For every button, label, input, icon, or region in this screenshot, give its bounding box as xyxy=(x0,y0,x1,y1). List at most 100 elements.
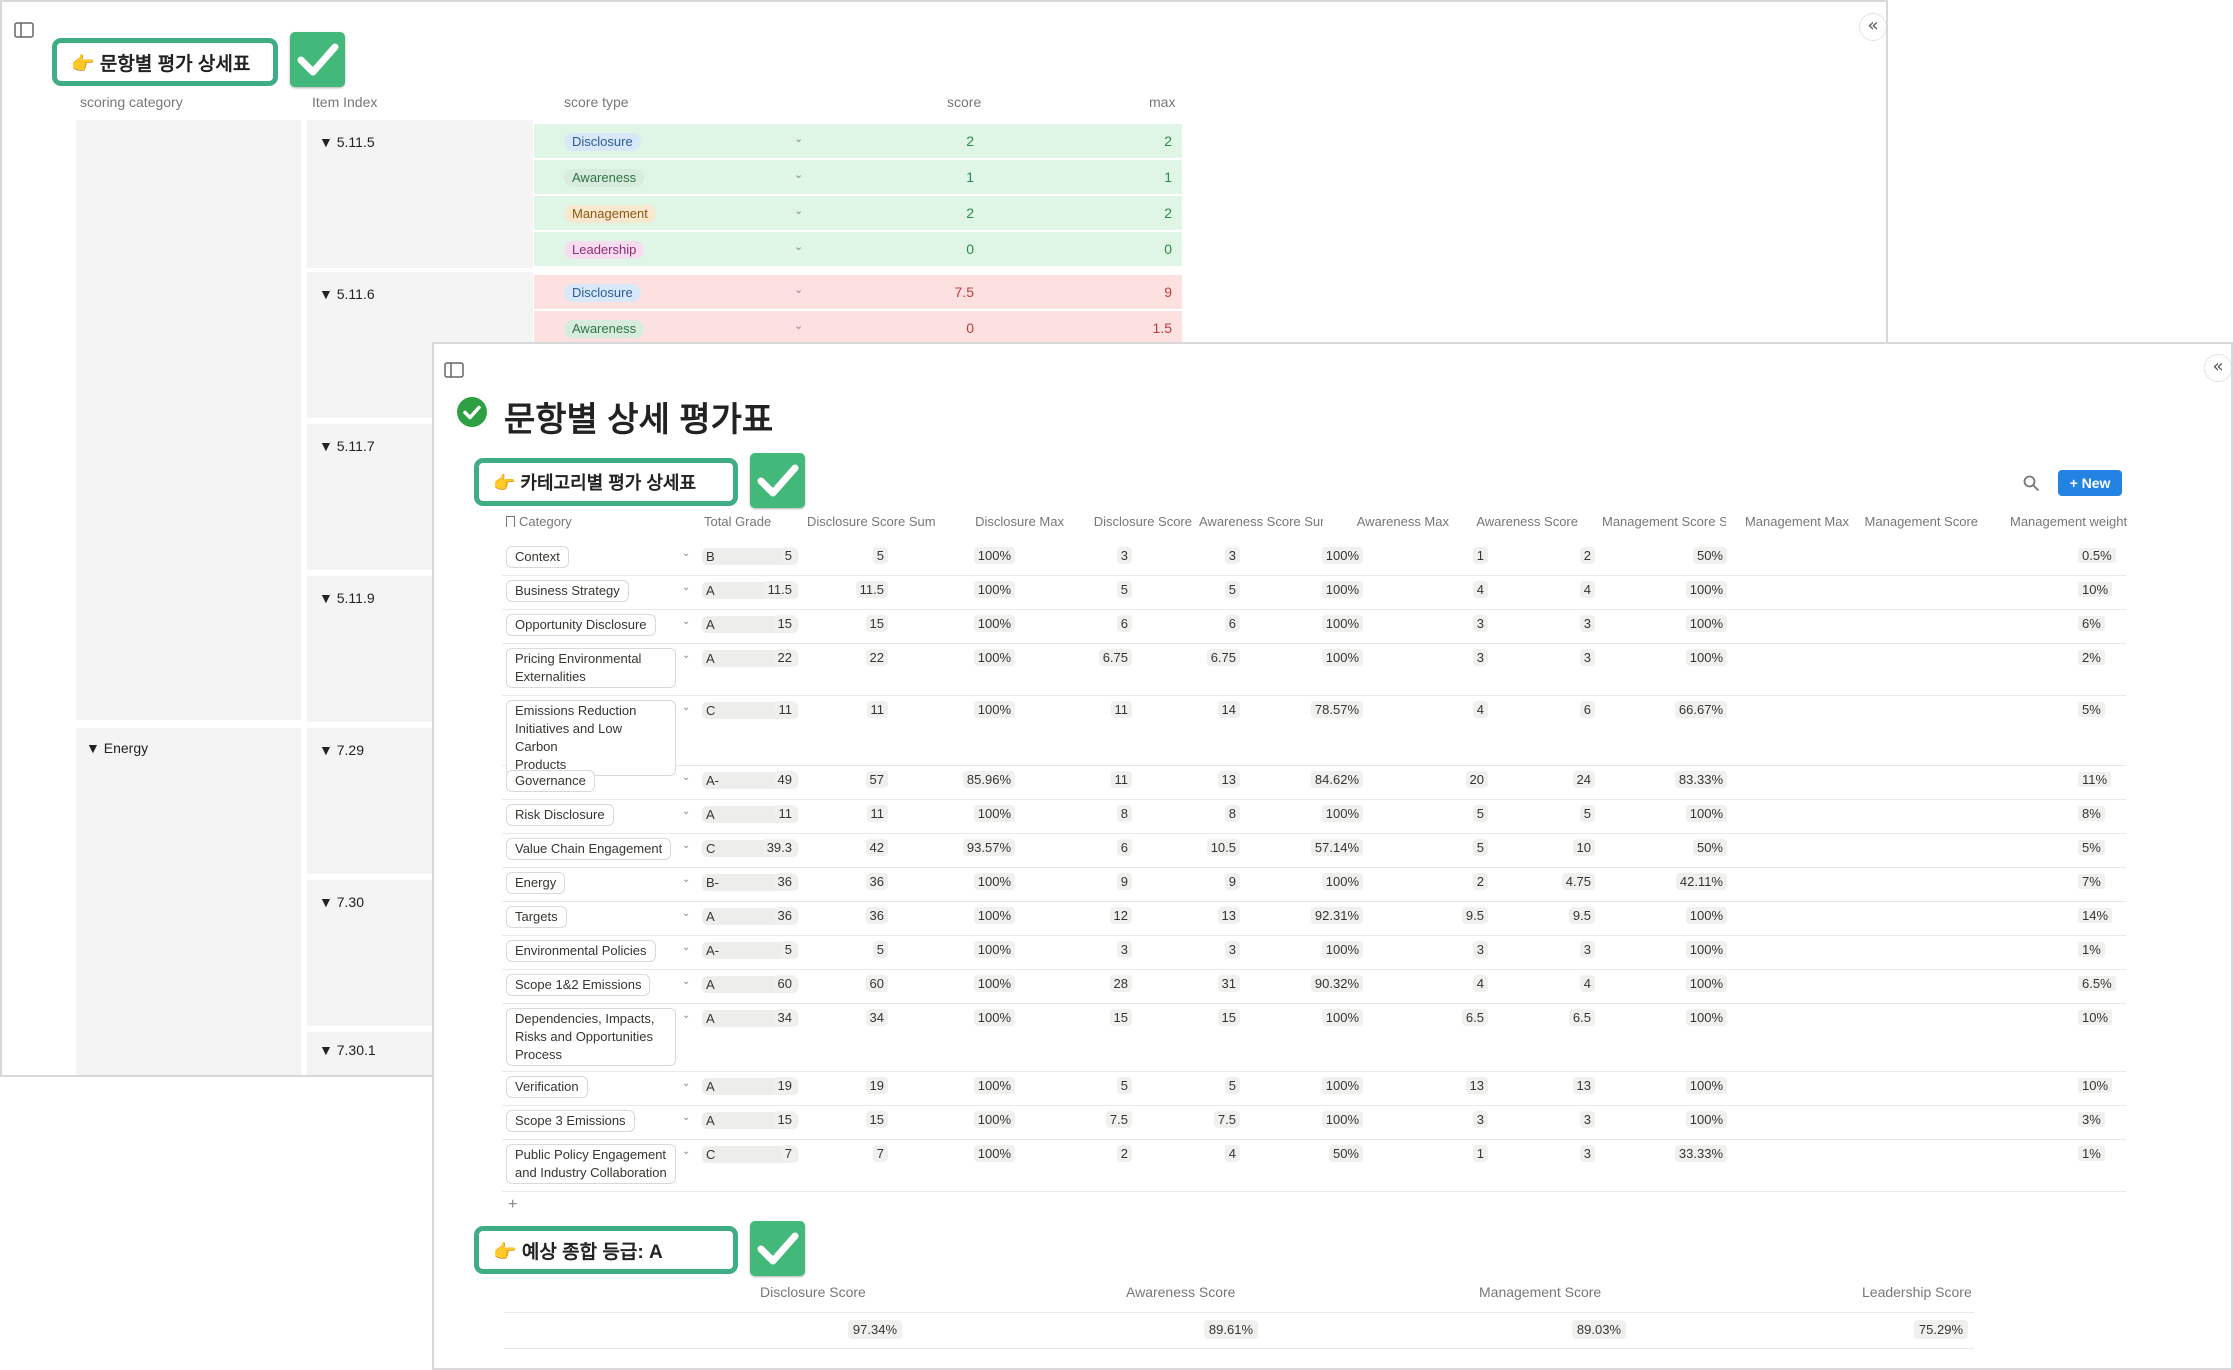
chevron-down-icon[interactable]: ⌄ xyxy=(794,284,804,296)
category-tag[interactable]: Environmental Policies xyxy=(506,940,656,962)
collapse-icon[interactable]: « xyxy=(2204,354,2231,382)
summary-value-text: 75.29% xyxy=(1913,1320,1968,1339)
header-total-grade[interactable]: Total Grade xyxy=(704,514,772,529)
chevron-down-icon[interactable]: ⌄ xyxy=(682,772,691,783)
category-tag[interactable]: Emissions Reduction Initiatives and Low C… xyxy=(506,700,676,776)
header-awareness-score-sum[interactable]: Awareness Score Sum xyxy=(1199,514,1323,529)
category-tag-line: Externalities xyxy=(515,669,586,684)
add-row-button[interactable]: + xyxy=(508,1196,518,1213)
header-scoring-category: scoring category xyxy=(80,94,183,110)
checkmark-icon xyxy=(750,453,805,508)
chevron-down-icon[interactable]: ⌄ xyxy=(682,650,691,661)
score-type-tag[interactable]: Awareness xyxy=(564,320,645,338)
header-disclosure-max[interactable]: Disclosure Max xyxy=(975,514,1064,529)
cell-value: 57.14% xyxy=(1310,839,1363,856)
disclosure-score-sum-cell: 49 xyxy=(686,771,796,788)
category-tag[interactable]: Public Policy Engagement and Industry Col… xyxy=(506,1144,676,1184)
awareness-score-cell: 100% xyxy=(1253,1111,1363,1128)
management-score-cell: 83.33% xyxy=(1617,771,1727,788)
awareness-score-cell: 100% xyxy=(1253,547,1363,564)
chevron-down-icon[interactable]: ⌄ xyxy=(794,133,804,145)
header-management-score[interactable]: Management Score xyxy=(1864,514,1978,529)
disclosure-max-cell: 11 xyxy=(778,701,888,718)
header-management-weight[interactable]: Management weight xyxy=(2010,514,2128,529)
category-row: Verification ⌄ A 19 19 100% 5 5 100% 13 13 100% 10% xyxy=(502,1072,2126,1106)
chevron-down-icon[interactable]: ⌄ xyxy=(682,840,691,851)
score-row: Awareness ⌄ 0 1.5 xyxy=(534,311,1182,346)
awareness-max-cell: 13 xyxy=(1130,907,1240,924)
cell-value: 100% xyxy=(973,805,1015,822)
score-type-tag[interactable]: Disclosure xyxy=(564,284,641,302)
header-disclosure-score[interactable]: Disclosure Score xyxy=(1093,514,1192,529)
category-tag[interactable]: Scope 3 Emissions xyxy=(506,1110,635,1132)
management-max-cell: 3 xyxy=(1485,615,1595,632)
chevron-down-icon[interactable]: ⌄ xyxy=(682,616,691,627)
item-index-label[interactable]: ▼ 7.30.1 xyxy=(319,1042,376,1058)
chevron-down-icon[interactable]: ⌄ xyxy=(682,702,691,713)
header-management-max[interactable]: Management Max xyxy=(1744,514,1849,529)
chevron-down-icon[interactable]: ⌄ xyxy=(682,874,691,885)
chevron-down-icon[interactable]: ⌄ xyxy=(682,548,691,559)
chevron-down-icon[interactable]: ⌄ xyxy=(794,205,804,217)
chevron-down-icon[interactable]: ⌄ xyxy=(794,241,804,253)
item-index-label[interactable]: ▼ 5.11.7 xyxy=(319,438,375,454)
chevron-down-icon[interactable]: ⌄ xyxy=(682,942,691,953)
category-tag[interactable]: Value Chain Engagement xyxy=(506,838,672,860)
category-tag[interactable]: Verification xyxy=(506,1076,588,1098)
search-icon[interactable] xyxy=(2022,474,2042,494)
chevron-down-icon[interactable]: ⌄ xyxy=(682,582,691,593)
chevron-down-icon[interactable]: ⌄ xyxy=(682,908,691,919)
category-tag[interactable]: Governance xyxy=(506,770,595,792)
cell-value: 10.5 xyxy=(1206,839,1240,856)
category-tag[interactable]: Opportunity Disclosure xyxy=(506,614,656,636)
item-index-label[interactable]: ▼ 7.30 xyxy=(319,894,364,910)
chevron-down-icon[interactable]: ⌄ xyxy=(682,1146,691,1157)
collapse-icon[interactable]: « xyxy=(1859,13,1886,41)
score-type-tag[interactable]: Leadership xyxy=(564,241,645,259)
category-tag[interactable]: Pricing Environmental Externalities xyxy=(506,648,676,688)
header-category[interactable]: Category xyxy=(506,514,626,542)
header-management-score-sum[interactable]: Management Score Sum xyxy=(1602,514,1726,529)
category-tag[interactable]: Scope 1&2 Emissions xyxy=(506,974,651,996)
item-index-label[interactable]: ▼ 7.29 xyxy=(319,742,364,758)
management-score-cell: 100% xyxy=(1617,1009,1727,1026)
chevron-down-icon[interactable]: ⌄ xyxy=(682,1078,691,1089)
chevron-down-icon[interactable]: ⌄ xyxy=(682,1010,691,1021)
chevron-down-icon[interactable]: ⌄ xyxy=(794,169,804,181)
category-tag-line: Business Strategy xyxy=(515,583,620,598)
category-tag[interactable]: Targets xyxy=(506,906,567,928)
header-awareness-score[interactable]: Awareness Score xyxy=(1476,514,1578,529)
category-tag[interactable]: Energy xyxy=(506,872,566,894)
cell-value: 6.5 xyxy=(1568,1009,1595,1026)
category-group-cell xyxy=(76,120,301,720)
cell-value: 3% xyxy=(2078,1112,2105,1127)
chevron-down-icon[interactable]: ⌄ xyxy=(794,320,804,332)
cell-value: 100% xyxy=(1321,615,1363,632)
category-label-energy[interactable]: ▼ Energy xyxy=(86,740,149,756)
category-tag[interactable]: Risk Disclosure xyxy=(506,804,614,826)
new-button[interactable]: + New xyxy=(2058,470,2122,496)
sidebar-toggle-icon[interactable] xyxy=(14,22,36,40)
score-type-tag[interactable]: Awareness xyxy=(564,169,645,187)
management-score-sum-cell: 20 xyxy=(1378,771,1488,788)
category-tag[interactable]: Context xyxy=(506,546,569,568)
score-type-tag[interactable]: Management xyxy=(564,205,656,223)
category-row: Business Strategy ⌄ A 11.5 11.5 100% 5 5 100% 4 4 1… xyxy=(502,576,2126,610)
category-tag[interactable]: Business Strategy xyxy=(506,580,629,602)
score-type-tag[interactable]: Disclosure xyxy=(564,133,641,151)
cell-value: 2 xyxy=(1579,547,1595,564)
cell-value: 2 xyxy=(1116,1145,1132,1162)
sidebar-toggle-icon[interactable] xyxy=(444,362,466,380)
chevron-down-icon[interactable]: ⌄ xyxy=(682,1112,691,1123)
header-awareness-max[interactable]: Awareness Max xyxy=(1356,514,1449,529)
chevron-down-icon[interactable]: ⌄ xyxy=(682,976,691,987)
awareness-score-cell: 57.14% xyxy=(1253,839,1363,856)
awareness-score-cell: 84.62% xyxy=(1253,771,1363,788)
item-index-label[interactable]: ▼ 5.11.6 xyxy=(319,286,375,302)
chevron-down-icon[interactable]: ⌄ xyxy=(682,806,691,817)
item-index-label[interactable]: ▼ 5.11.5 xyxy=(319,134,375,150)
category-tag[interactable]: Dependencies, Impacts, Risks and Opportun… xyxy=(506,1008,676,1066)
cell-value: 5 xyxy=(1224,581,1240,598)
item-index-label[interactable]: ▼ 5.11.9 xyxy=(319,590,375,606)
header-disclosure-score-sum[interactable]: Disclosure Score Sum xyxy=(807,514,935,529)
